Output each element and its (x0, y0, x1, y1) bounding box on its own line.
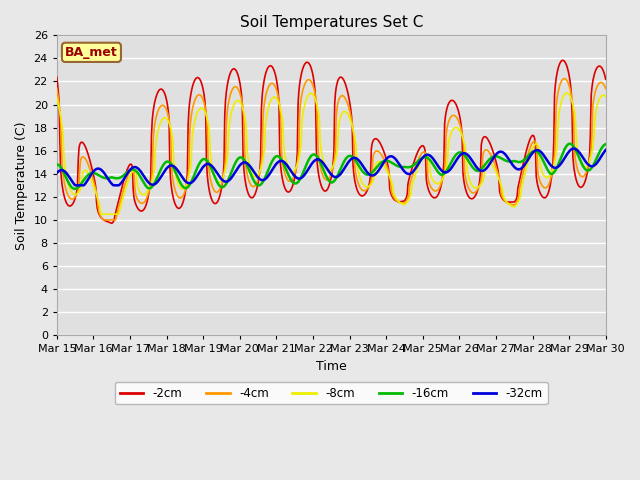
Legend: -2cm, -4cm, -8cm, -16cm, -32cm: -2cm, -4cm, -8cm, -16cm, -32cm (115, 382, 548, 404)
Title: Soil Temperatures Set C: Soil Temperatures Set C (239, 15, 423, 30)
X-axis label: Time: Time (316, 360, 347, 373)
Text: BA_met: BA_met (65, 46, 118, 59)
Y-axis label: Soil Temperature (C): Soil Temperature (C) (15, 121, 28, 250)
